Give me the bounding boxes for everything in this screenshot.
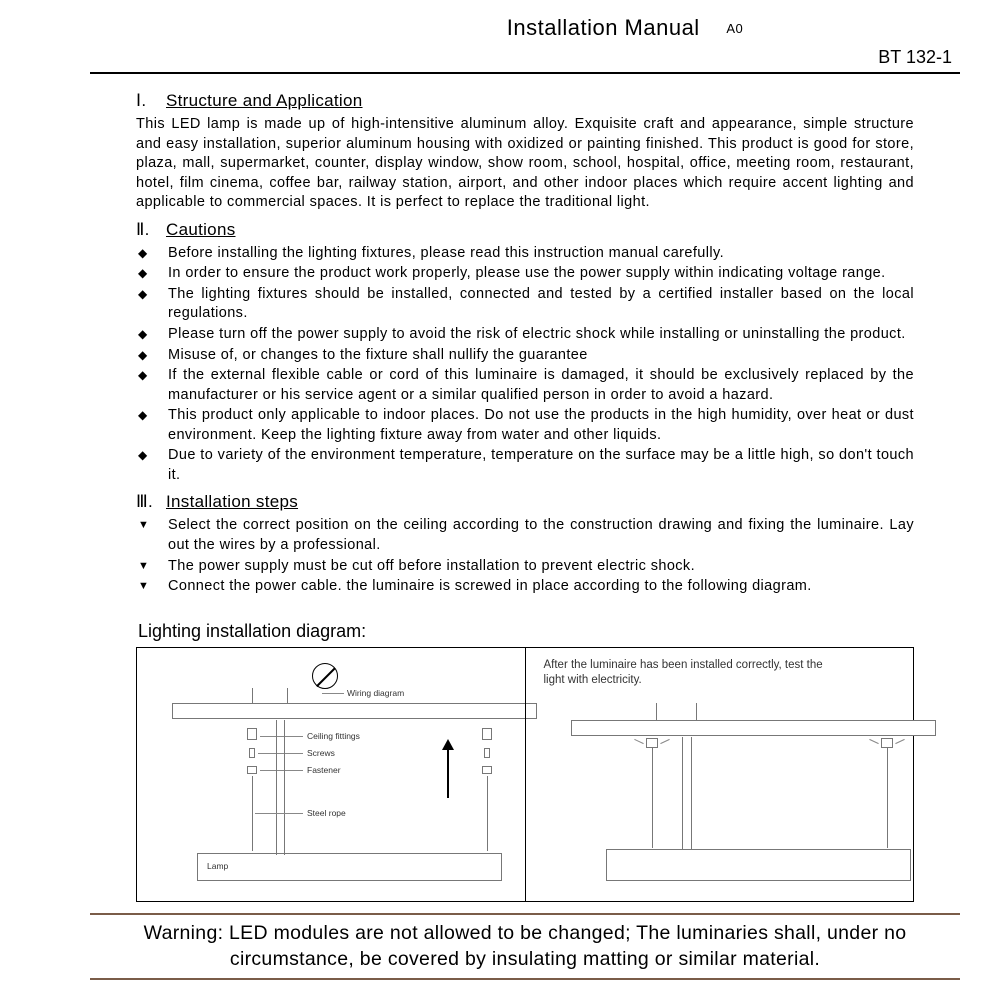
steel-rope bbox=[487, 776, 488, 851]
caution-item: Before installing the lighting fixtures,… bbox=[136, 244, 914, 264]
caution-item: Due to variety of the environment temper… bbox=[136, 446, 914, 485]
label-ceiling-fittings: Ceiling fittings bbox=[307, 731, 360, 742]
content: Ⅰ.Structure and Application This LED lam… bbox=[90, 74, 960, 902]
section-3-heading: Ⅲ.Installation steps bbox=[136, 491, 914, 514]
label-fastener: Fastener bbox=[307, 765, 341, 776]
caution-item: Misuse of, or changes to the fixture sha… bbox=[136, 346, 914, 366]
doc-title-row: Installation Manual A0 bbox=[90, 15, 960, 41]
no-symbol-icon bbox=[312, 663, 338, 689]
warning-rule-bottom bbox=[90, 978, 960, 980]
diagram-right: After the luminaire has been installed c… bbox=[525, 648, 914, 901]
arrow-up-icon bbox=[447, 748, 449, 798]
right-caption: After the luminaire has been installed c… bbox=[544, 658, 844, 688]
warning-text: Warning: LED modules are not allowed to … bbox=[90, 915, 960, 978]
cautions-list: Before installing the lighting fixtures,… bbox=[136, 244, 914, 486]
step-item: Select the correct position on the ceili… bbox=[136, 516, 914, 555]
ceiling-beam bbox=[172, 703, 537, 719]
steel-rope bbox=[252, 776, 253, 851]
diagram-container: Wiring diagram Ceiling fittings Screws bbox=[136, 647, 914, 902]
caution-item: Please turn off the power supply to avoi… bbox=[136, 325, 914, 345]
section-1-body: This LED lamp is made up of high-intensi… bbox=[136, 115, 914, 213]
model-number: BT 132-1 bbox=[90, 47, 960, 68]
page: Installation Manual A0 BT 132-1 Ⅰ.Struct… bbox=[90, 15, 960, 902]
warning-block: Warning: LED modules are not allowed to … bbox=[90, 913, 960, 980]
label-steel-rope: Steel rope bbox=[307, 808, 346, 819]
caution-item: In order to ensure the product work prop… bbox=[136, 264, 914, 284]
caution-item: This product only applicable to indoor p… bbox=[136, 406, 914, 445]
label-lamp: Lamp bbox=[207, 861, 228, 872]
label-wiring: Wiring diagram bbox=[347, 688, 404, 699]
doc-title: Installation Manual bbox=[507, 15, 700, 40]
caution-item: The lighting fixtures should be installe… bbox=[136, 285, 914, 324]
revision-code: A0 bbox=[726, 21, 743, 36]
lamp-body bbox=[197, 853, 502, 881]
lamp-body bbox=[606, 849, 911, 881]
ceiling-fitting bbox=[247, 728, 257, 740]
ceiling-fitting bbox=[482, 728, 492, 740]
diagram-left: Wiring diagram Ceiling fittings Screws bbox=[137, 648, 525, 901]
steps-list: Select the correct position on the ceili… bbox=[136, 516, 914, 596]
caution-item: If the external flexible cable or cord o… bbox=[136, 366, 914, 405]
label-screws: Screws bbox=[307, 748, 335, 759]
diagram-title: Lighting installation diagram: bbox=[138, 619, 914, 643]
section-1-heading: Ⅰ.Structure and Application bbox=[136, 90, 914, 113]
step-item: Connect the power cable. the luminaire i… bbox=[136, 577, 914, 597]
section-2-heading: Ⅱ.Cautions bbox=[136, 219, 914, 242]
step-item: The power supply must be cut off before … bbox=[136, 557, 914, 577]
ceiling-beam bbox=[571, 720, 936, 736]
